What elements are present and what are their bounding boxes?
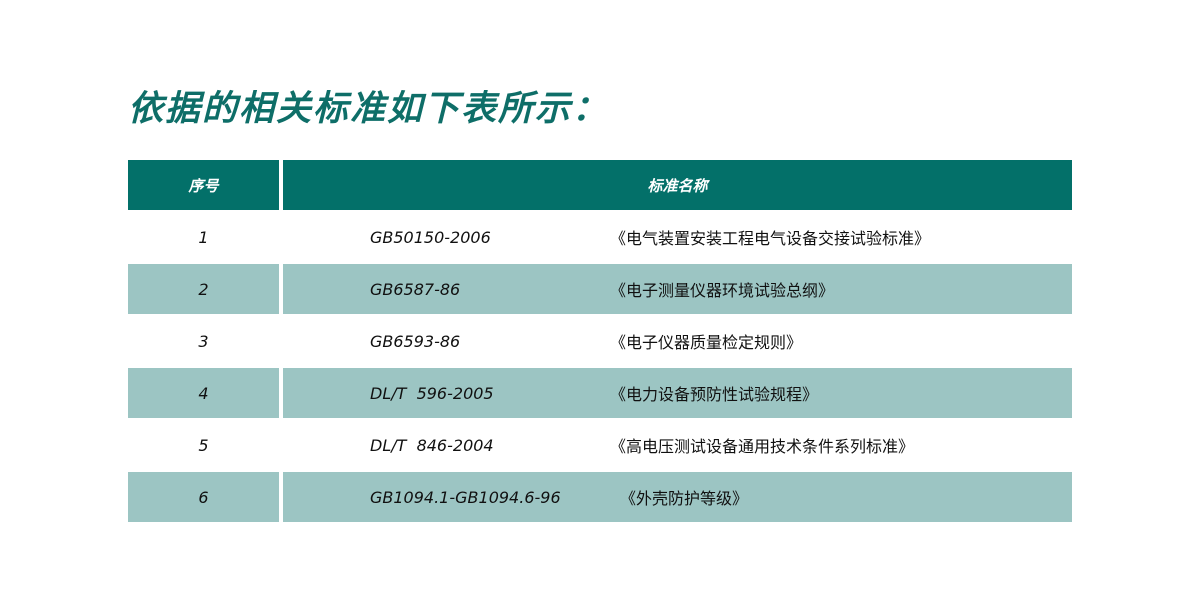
row-standard: DL/T 596-2005 《电力设备预防性试验规程》 [283, 368, 1072, 418]
table-row: 5 DL/T 846-2004 《高电压测试设备通用技术条件系列标准》 [128, 420, 1072, 470]
standard-code: DL/T 596-2005 [370, 383, 494, 403]
standard-code: GB6593-86 [370, 331, 461, 351]
row-standard: GB6587-86 《电子测量仪器环境试验总纲》 [283, 264, 1072, 314]
table-header: 序号 标准名称 [128, 160, 1072, 210]
row-index: 5 [198, 435, 209, 455]
standards-table: 序号 标准名称 1 GB50150-2006 《电气装置安装工程电气设备交接试验… [128, 160, 1072, 524]
standard-name: 《电气装置安装工程电气设备交接试验标准》 [610, 229, 931, 248]
standard-code: GB50150-2006 [370, 227, 491, 247]
standard-name: 《电子测量仪器环境试验总纲》 [610, 281, 835, 300]
standard-name: 《电力设备预防性试验规程》 [610, 385, 819, 404]
row-index: 6 [128, 472, 279, 522]
header-index: 序号 [128, 160, 279, 210]
standard-code: GB1094.1-GB1094.6-96 [370, 487, 561, 507]
standard-name: 《高电压测试设备通用技术条件系列标准》 [610, 437, 915, 456]
row-standard: GB1094.1-GB1094.6-96 《外壳防护等级》 [283, 472, 1072, 522]
standard-name: 《电子仪器质量检定规则》 [610, 333, 803, 352]
row-standard: DL/T 846-2004 《高电压测试设备通用技术条件系列标准》 [283, 420, 1072, 470]
row-standard: GB6593-86 《电子仪器质量检定规则》 [283, 316, 1072, 366]
row-index: 3 [198, 331, 209, 351]
table-row: 6 GB1094.1-GB1094.6-96 《外壳防护等级》 [128, 472, 1072, 522]
row-index: 1 [198, 227, 209, 247]
table-row: 3 GB6593-86 《电子仪器质量检定规则》 [128, 316, 1072, 366]
standard-code: DL/T 846-2004 [370, 435, 494, 455]
row-index: 2 [128, 264, 279, 314]
page-title: 依据的相关标准如下表所示： [128, 89, 610, 129]
row-standard: GB50150-2006 《电气装置安装工程电气设备交接试验标准》 [283, 212, 1072, 262]
table-row: 1 GB50150-2006 《电气装置安装工程电气设备交接试验标准》 [128, 212, 1072, 262]
standard-name: 《外壳防护等级》 [620, 489, 749, 508]
header-standard-name: 标准名称 [283, 160, 1072, 210]
table-row: 2 GB6587-86 《电子测量仪器环境试验总纲》 [128, 264, 1072, 314]
table-row: 4 DL/T 596-2005 《电力设备预防性试验规程》 [128, 368, 1072, 418]
row-index: 4 [128, 368, 279, 418]
standard-code: GB6587-86 [370, 279, 461, 299]
